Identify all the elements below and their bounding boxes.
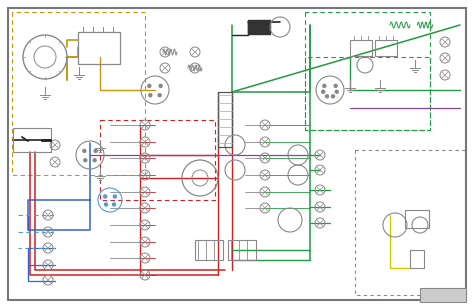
Bar <box>78 32 120 64</box>
Bar <box>420 288 466 302</box>
Circle shape <box>113 195 116 198</box>
Bar <box>375 40 397 56</box>
Circle shape <box>323 84 326 88</box>
Circle shape <box>158 94 161 97</box>
Circle shape <box>94 149 97 152</box>
Circle shape <box>104 203 108 206</box>
Circle shape <box>84 159 87 162</box>
Bar <box>410 250 424 268</box>
Circle shape <box>112 203 116 206</box>
Bar <box>218 92 232 147</box>
Circle shape <box>331 95 335 98</box>
Bar <box>350 40 372 56</box>
Bar <box>13 128 51 152</box>
Circle shape <box>83 149 86 152</box>
Circle shape <box>322 90 325 93</box>
Circle shape <box>104 195 107 198</box>
Circle shape <box>335 90 338 93</box>
Bar <box>248 20 270 34</box>
Circle shape <box>159 84 162 88</box>
Circle shape <box>326 95 328 98</box>
Circle shape <box>334 84 337 88</box>
Bar <box>195 240 223 260</box>
Circle shape <box>93 159 96 162</box>
Bar <box>228 240 256 260</box>
Circle shape <box>148 84 151 88</box>
Bar <box>405 210 429 228</box>
Circle shape <box>149 94 152 97</box>
